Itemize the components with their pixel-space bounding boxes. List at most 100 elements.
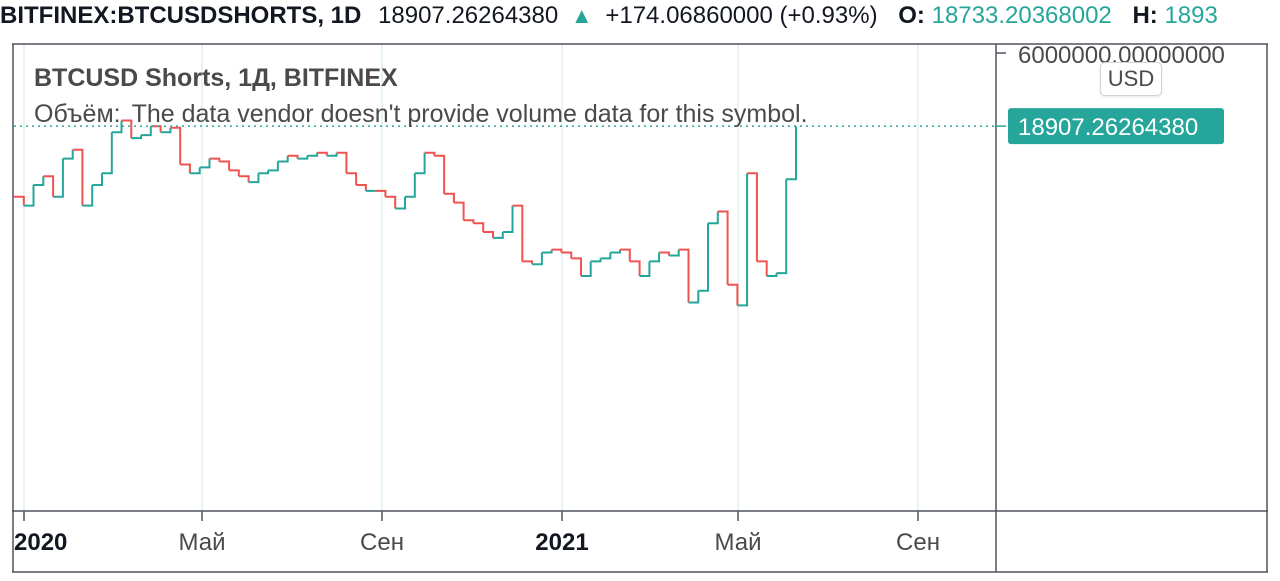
time-axis-label: 2020 bbox=[14, 529, 67, 556]
time-axis: 2020 Май Сен 2021 Май Сен bbox=[14, 511, 940, 556]
series-segment bbox=[317, 151, 328, 156]
series-segment bbox=[590, 258, 602, 263]
chart-grid bbox=[23, 44, 919, 511]
series-segment bbox=[532, 252, 543, 266]
series-segment bbox=[33, 176, 45, 186]
time-axis-label: Сен bbox=[360, 529, 404, 556]
series-segment bbox=[268, 161, 279, 172]
series-segment bbox=[600, 252, 612, 260]
series-segment bbox=[43, 175, 55, 197]
series-segment bbox=[53, 158, 64, 198]
series-segment bbox=[473, 222, 485, 232]
series-segment bbox=[277, 155, 289, 163]
series-segment bbox=[62, 149, 74, 160]
series-segment bbox=[786, 126, 797, 181]
series-segment bbox=[180, 163, 191, 174]
series-segment bbox=[121, 119, 133, 139]
series-segment bbox=[219, 160, 231, 171]
series-segment bbox=[14, 195, 25, 206]
price-change: +174.06860000 (+0.93%) bbox=[605, 2, 878, 29]
symbol-name[interactable]: BITFINEX:BTCUSDSHORTS, 1D bbox=[0, 2, 362, 29]
series-segment bbox=[160, 127, 172, 134]
series-segment bbox=[747, 172, 758, 262]
series-segment bbox=[111, 120, 123, 134]
series-segment bbox=[678, 248, 690, 303]
series-segment bbox=[688, 290, 700, 304]
series-segment bbox=[766, 273, 778, 277]
series-segment bbox=[375, 189, 387, 197]
series-segment bbox=[102, 132, 113, 175]
symbol-header: BITFINEX:BTCUSDSHORTS, 1D 18907.26264380… bbox=[0, 0, 1280, 34]
series-segment bbox=[434, 154, 446, 194]
series-segment bbox=[541, 249, 553, 254]
series-segment bbox=[610, 249, 621, 254]
series-segment bbox=[737, 173, 749, 307]
series-segment bbox=[336, 151, 348, 174]
time-axis-label: 2021 bbox=[535, 529, 588, 556]
time-axis-label: Сен bbox=[896, 529, 940, 556]
series-segment bbox=[297, 155, 309, 160]
series-segment bbox=[141, 126, 152, 137]
currency-badge[interactable]: USD bbox=[1100, 62, 1162, 96]
last-price: 18907.26264380 bbox=[378, 2, 559, 29]
series-segment bbox=[649, 252, 661, 263]
series-segment bbox=[414, 152, 426, 175]
time-axis-label: Май bbox=[714, 529, 761, 556]
series-segment bbox=[483, 231, 494, 238]
series-segment bbox=[698, 223, 709, 292]
high-label: H: bbox=[1132, 2, 1158, 29]
series-segment bbox=[92, 173, 103, 186]
series-segment bbox=[708, 211, 719, 225]
triangle-up-icon: ▲ bbox=[570, 3, 593, 28]
series-segment bbox=[522, 260, 534, 265]
series-segment bbox=[229, 169, 240, 177]
series-segment bbox=[385, 195, 397, 209]
series-segment bbox=[405, 173, 416, 198]
series-segment bbox=[659, 251, 670, 256]
legend-volume: Объём: The data vendor doesn't provide v… bbox=[34, 100, 808, 129]
price-series bbox=[14, 119, 797, 307]
last-price-badge-label: 18907.26264380 bbox=[1018, 114, 1198, 141]
series-segment bbox=[395, 196, 406, 210]
time-axis-label: Май bbox=[178, 529, 225, 556]
series-segment bbox=[82, 185, 94, 207]
series-segment bbox=[551, 248, 563, 253]
open-label: O: bbox=[898, 2, 925, 29]
series-segment bbox=[170, 126, 182, 165]
series-segment bbox=[727, 283, 739, 306]
series-segment bbox=[717, 210, 729, 285]
series-segment bbox=[502, 205, 514, 233]
series-segment bbox=[620, 248, 631, 262]
series-segment bbox=[493, 232, 504, 239]
series-segment bbox=[131, 135, 143, 140]
series-segment bbox=[356, 184, 367, 191]
series-segment bbox=[561, 251, 573, 259]
series-segment bbox=[307, 152, 318, 157]
series-segment bbox=[209, 157, 221, 162]
series-segment bbox=[238, 175, 250, 183]
series-segment bbox=[776, 179, 788, 275]
series-segment bbox=[72, 148, 84, 206]
series-segment bbox=[571, 257, 582, 276]
series-segment bbox=[668, 249, 680, 257]
last-price-badge bbox=[1008, 108, 1224, 145]
series-segment bbox=[199, 158, 211, 169]
series-segment bbox=[444, 192, 455, 203]
series-segment bbox=[287, 154, 299, 159]
series-segment bbox=[453, 201, 465, 221]
series-segment bbox=[346, 172, 358, 185]
series-segment bbox=[581, 261, 592, 277]
volume-label: Объём: bbox=[34, 100, 121, 128]
high-value: 1893 bbox=[1164, 2, 1218, 29]
series-segment bbox=[23, 185, 35, 207]
series-segment bbox=[639, 261, 651, 277]
series-segment bbox=[756, 260, 768, 276]
volume-message: The data vendor doesn't provide volume d… bbox=[131, 100, 808, 128]
legend-title[interactable]: BTCUSD Shorts, 1Д, BITFINEX bbox=[34, 64, 398, 92]
open-value: 18733.20368002 bbox=[931, 2, 1112, 29]
series-segment bbox=[463, 219, 475, 224]
series-segment bbox=[189, 167, 201, 175]
series-segment bbox=[424, 151, 436, 156]
series-segment bbox=[258, 170, 270, 175]
